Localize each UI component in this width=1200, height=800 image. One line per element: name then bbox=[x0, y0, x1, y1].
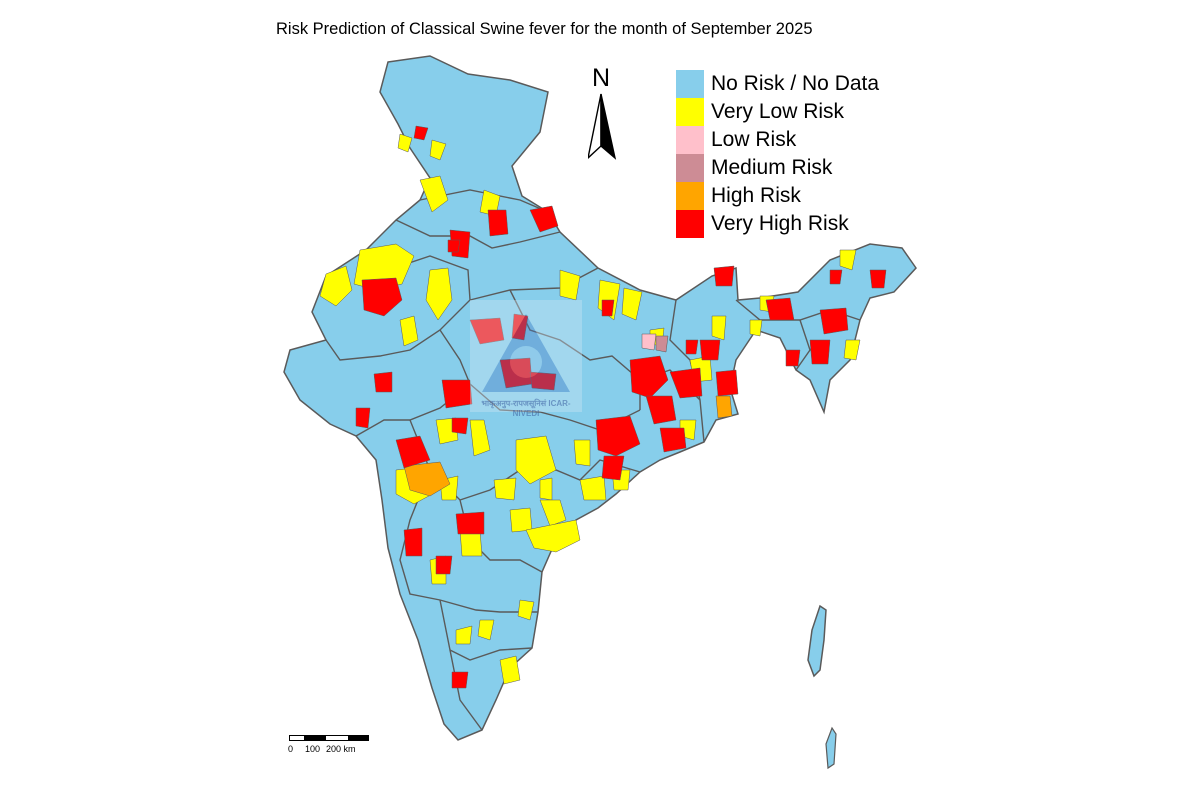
scale-label-end: 200 km bbox=[326, 744, 356, 754]
watermark-text: भाकृअनुप-रापजसूनिसं ICAR-NIVEDI bbox=[481, 399, 571, 418]
very-high-risk-districts bbox=[355, 125, 887, 689]
icar-nivedi-watermark-logo bbox=[470, 300, 582, 412]
legend-swatch bbox=[676, 154, 704, 182]
legend-item-very-high-risk: Very High Risk bbox=[676, 210, 879, 238]
nicobar-islands bbox=[825, 726, 837, 770]
legend-swatch bbox=[676, 98, 704, 126]
legend-label: Very Low Risk bbox=[711, 100, 845, 123]
legend-item-medium-risk: Medium Risk bbox=[676, 154, 879, 182]
andaman-islands bbox=[807, 604, 827, 678]
legend-swatch bbox=[676, 210, 704, 238]
scale-bar: 0 100 200 km bbox=[288, 735, 399, 756]
north-label: N bbox=[592, 64, 611, 92]
legend-label: Very High Risk bbox=[711, 212, 849, 235]
north-arrow-icon bbox=[588, 93, 617, 160]
legend-swatch bbox=[676, 182, 704, 210]
legend-item-low-risk: Low Risk bbox=[676, 126, 879, 154]
legend-swatch bbox=[676, 70, 704, 98]
medium-risk-districts bbox=[655, 335, 669, 353]
scale-bar-labels: 0 100 200 km bbox=[288, 744, 399, 756]
legend-label: Medium Risk bbox=[711, 156, 833, 179]
legend-item-very-low-risk: Very Low Risk bbox=[676, 98, 879, 126]
legend-label: High Risk bbox=[711, 184, 801, 207]
map-title: Risk Prediction of Classical Swine fever… bbox=[276, 20, 813, 38]
legend: No Risk / No Data Very Low Risk Low Risk… bbox=[676, 70, 879, 238]
legend-label: Low Risk bbox=[711, 128, 797, 151]
north-arrow: N bbox=[588, 66, 618, 160]
legend-item-high-risk: High Risk bbox=[676, 182, 879, 210]
very-low-risk-districts bbox=[319, 133, 861, 685]
legend-swatch bbox=[676, 126, 704, 154]
legend-item-no-risk: No Risk / No Data bbox=[676, 70, 879, 98]
scale-label-zero: 0 bbox=[288, 744, 294, 754]
high-risk-districts bbox=[403, 395, 733, 497]
legend-label: No Risk / No Data bbox=[711, 72, 880, 95]
scale-bar-graphic bbox=[289, 735, 369, 741]
scale-label-mid: 100 bbox=[305, 744, 321, 754]
low-risk-districts bbox=[641, 333, 657, 351]
